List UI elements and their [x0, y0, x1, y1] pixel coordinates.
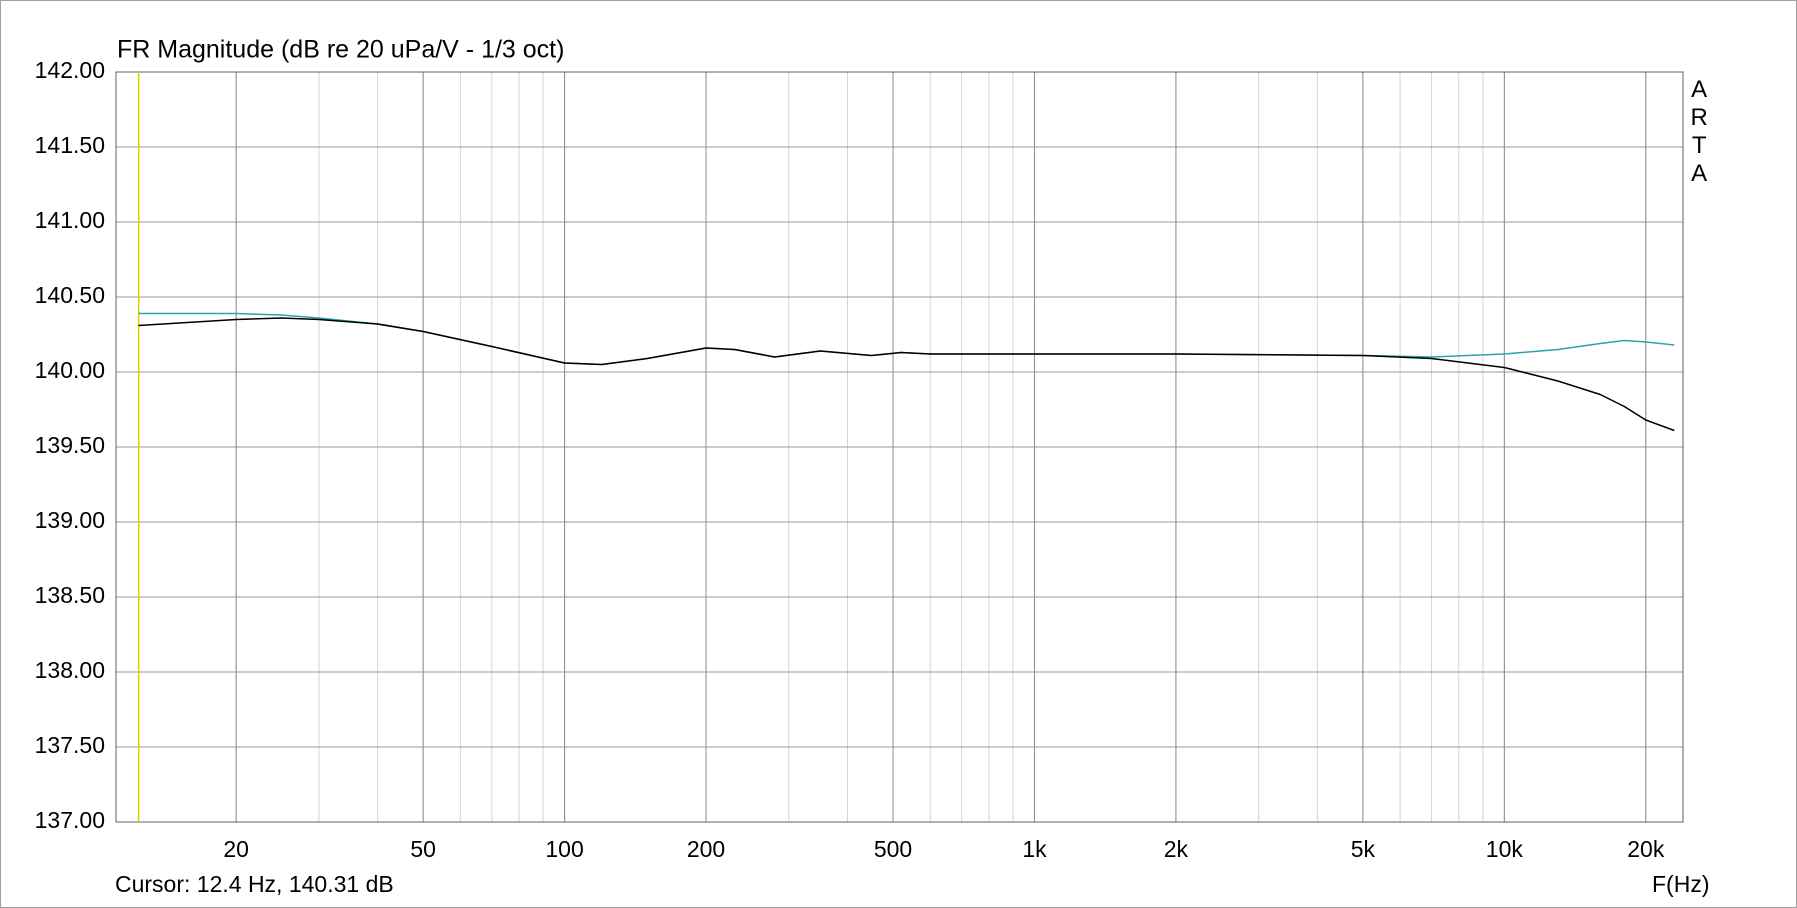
y-tick-label: 140.50 — [35, 282, 105, 308]
x-tick-label: 1k — [1022, 836, 1047, 862]
x-axis-label: F(Hz) — [1652, 871, 1709, 897]
y-tick-label: 140.00 — [35, 357, 105, 383]
x-tick-label: 10k — [1486, 836, 1524, 862]
x-tick-label: 100 — [545, 836, 583, 862]
x-tick-label: 2k — [1164, 836, 1189, 862]
y-tick-label: 139.50 — [35, 432, 105, 458]
cursor-readout: Cursor: 12.4 Hz, 140.31 dB — [115, 871, 394, 897]
chart-title: FR Magnitude (dB re 20 uPa/V - 1/3 oct) — [117, 36, 564, 64]
x-tick-label: 5k — [1351, 836, 1376, 862]
y-tick-label: 139.00 — [35, 507, 105, 533]
y-tick-label: 137.00 — [35, 807, 105, 833]
y-tick-label: 141.50 — [35, 132, 105, 158]
series-line — [138, 317, 1675, 432]
x-tick-label: 500 — [874, 836, 912, 862]
y-tick-label: 141.00 — [35, 207, 105, 233]
y-tick-label: 137.50 — [35, 732, 105, 758]
x-tick-label: 200 — [687, 836, 725, 862]
y-tick-label: 142.00 — [35, 57, 105, 83]
y-tick-label: 138.00 — [35, 657, 105, 683]
y-tick-label: 138.50 — [35, 582, 105, 608]
x-tick-label: 50 — [410, 836, 436, 862]
x-tick-label: 20k — [1627, 836, 1665, 862]
x-tick-label: 20 — [223, 836, 249, 862]
plot-border — [115, 71, 1684, 823]
watermark: ARTA — [1686, 76, 1713, 188]
